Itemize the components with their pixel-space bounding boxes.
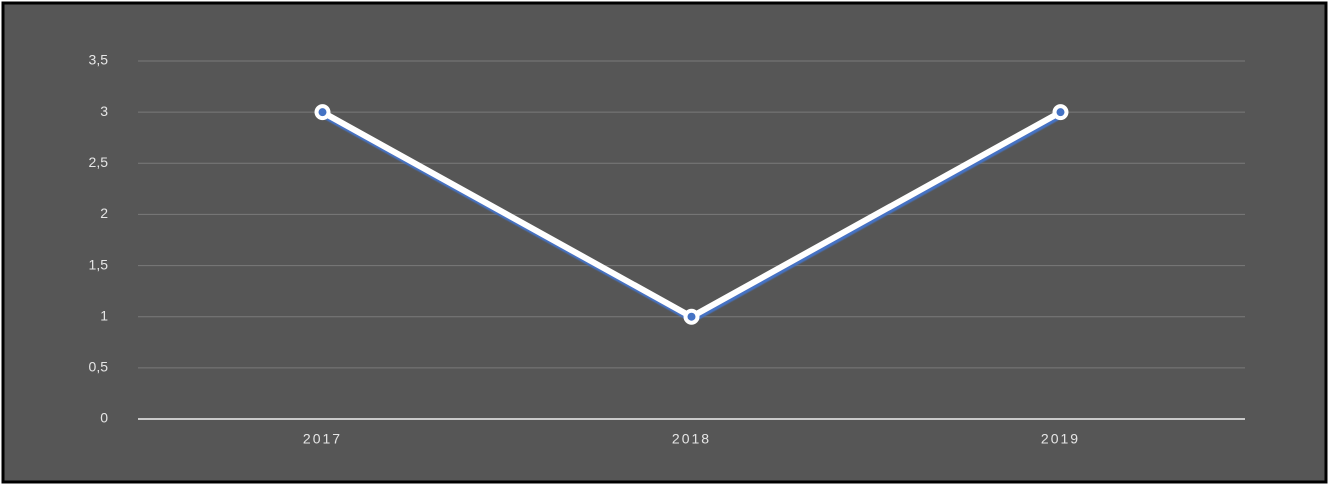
y-tick-label: 3 xyxy=(100,103,108,119)
point-marker xyxy=(314,104,331,121)
y-tick-label: 0 xyxy=(100,410,108,426)
y-tick-label: 1 xyxy=(100,307,108,323)
x-tick-label: 2018 xyxy=(672,431,711,447)
point-marker xyxy=(1052,104,1069,121)
x-tick-label: 2017 xyxy=(303,431,342,447)
y-tick-label: 3,5 xyxy=(89,52,109,68)
y-tick-label: 2 xyxy=(100,205,108,221)
x-tick-label: 2019 xyxy=(1041,431,1080,447)
y-tick-label: 1,5 xyxy=(89,256,109,272)
point-marker xyxy=(683,308,700,325)
y-tick-label: 0,5 xyxy=(89,359,109,375)
y-tick-label: 2,5 xyxy=(89,154,109,170)
